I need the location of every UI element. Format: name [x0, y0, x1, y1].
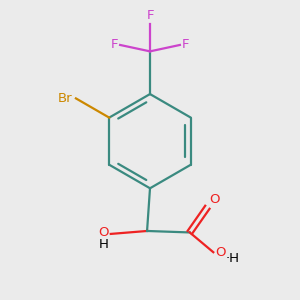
Text: H: H: [98, 238, 108, 251]
Text: O: O: [215, 246, 225, 259]
Text: F: F: [146, 9, 154, 22]
Text: Br: Br: [58, 92, 72, 105]
Text: O: O: [209, 193, 219, 206]
Text: O: O: [98, 226, 108, 239]
Text: ·H: ·H: [226, 252, 240, 265]
Text: F: F: [182, 38, 190, 52]
Text: F: F: [110, 38, 118, 52]
